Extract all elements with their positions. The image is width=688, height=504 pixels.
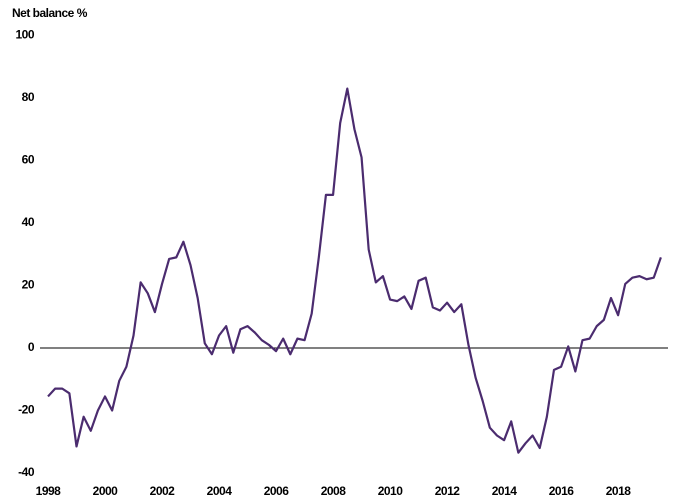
x-tick-label: 2002 bbox=[150, 484, 176, 498]
y-tick-label: 20 bbox=[22, 278, 35, 292]
x-tick-label: 2004 bbox=[207, 484, 233, 498]
x-tick-label: 2016 bbox=[549, 484, 575, 498]
x-tick-label: 1998 bbox=[36, 484, 62, 498]
data-line bbox=[47, 87, 662, 454]
y-tick-label: 100 bbox=[15, 28, 34, 42]
x-tick-label: 2014 bbox=[492, 484, 518, 498]
y-tick-label: 60 bbox=[22, 153, 35, 167]
y-tick-label: -40 bbox=[18, 465, 35, 479]
x-tick-label: 2008 bbox=[321, 484, 347, 498]
x-tick-label: 2012 bbox=[435, 484, 461, 498]
y-tick-label: 40 bbox=[22, 215, 35, 229]
y-axis-label: Net balance % bbox=[12, 6, 88, 20]
y-tick-label: -20 bbox=[18, 403, 35, 417]
y-tick-label: 0 bbox=[28, 340, 35, 354]
x-tick-label: 2018 bbox=[606, 484, 632, 498]
x-tick-label: 2000 bbox=[93, 484, 119, 498]
y-tick-label: 80 bbox=[22, 90, 35, 104]
x-tick-label: 2010 bbox=[378, 484, 404, 498]
x-tick-label: 2006 bbox=[264, 484, 290, 498]
